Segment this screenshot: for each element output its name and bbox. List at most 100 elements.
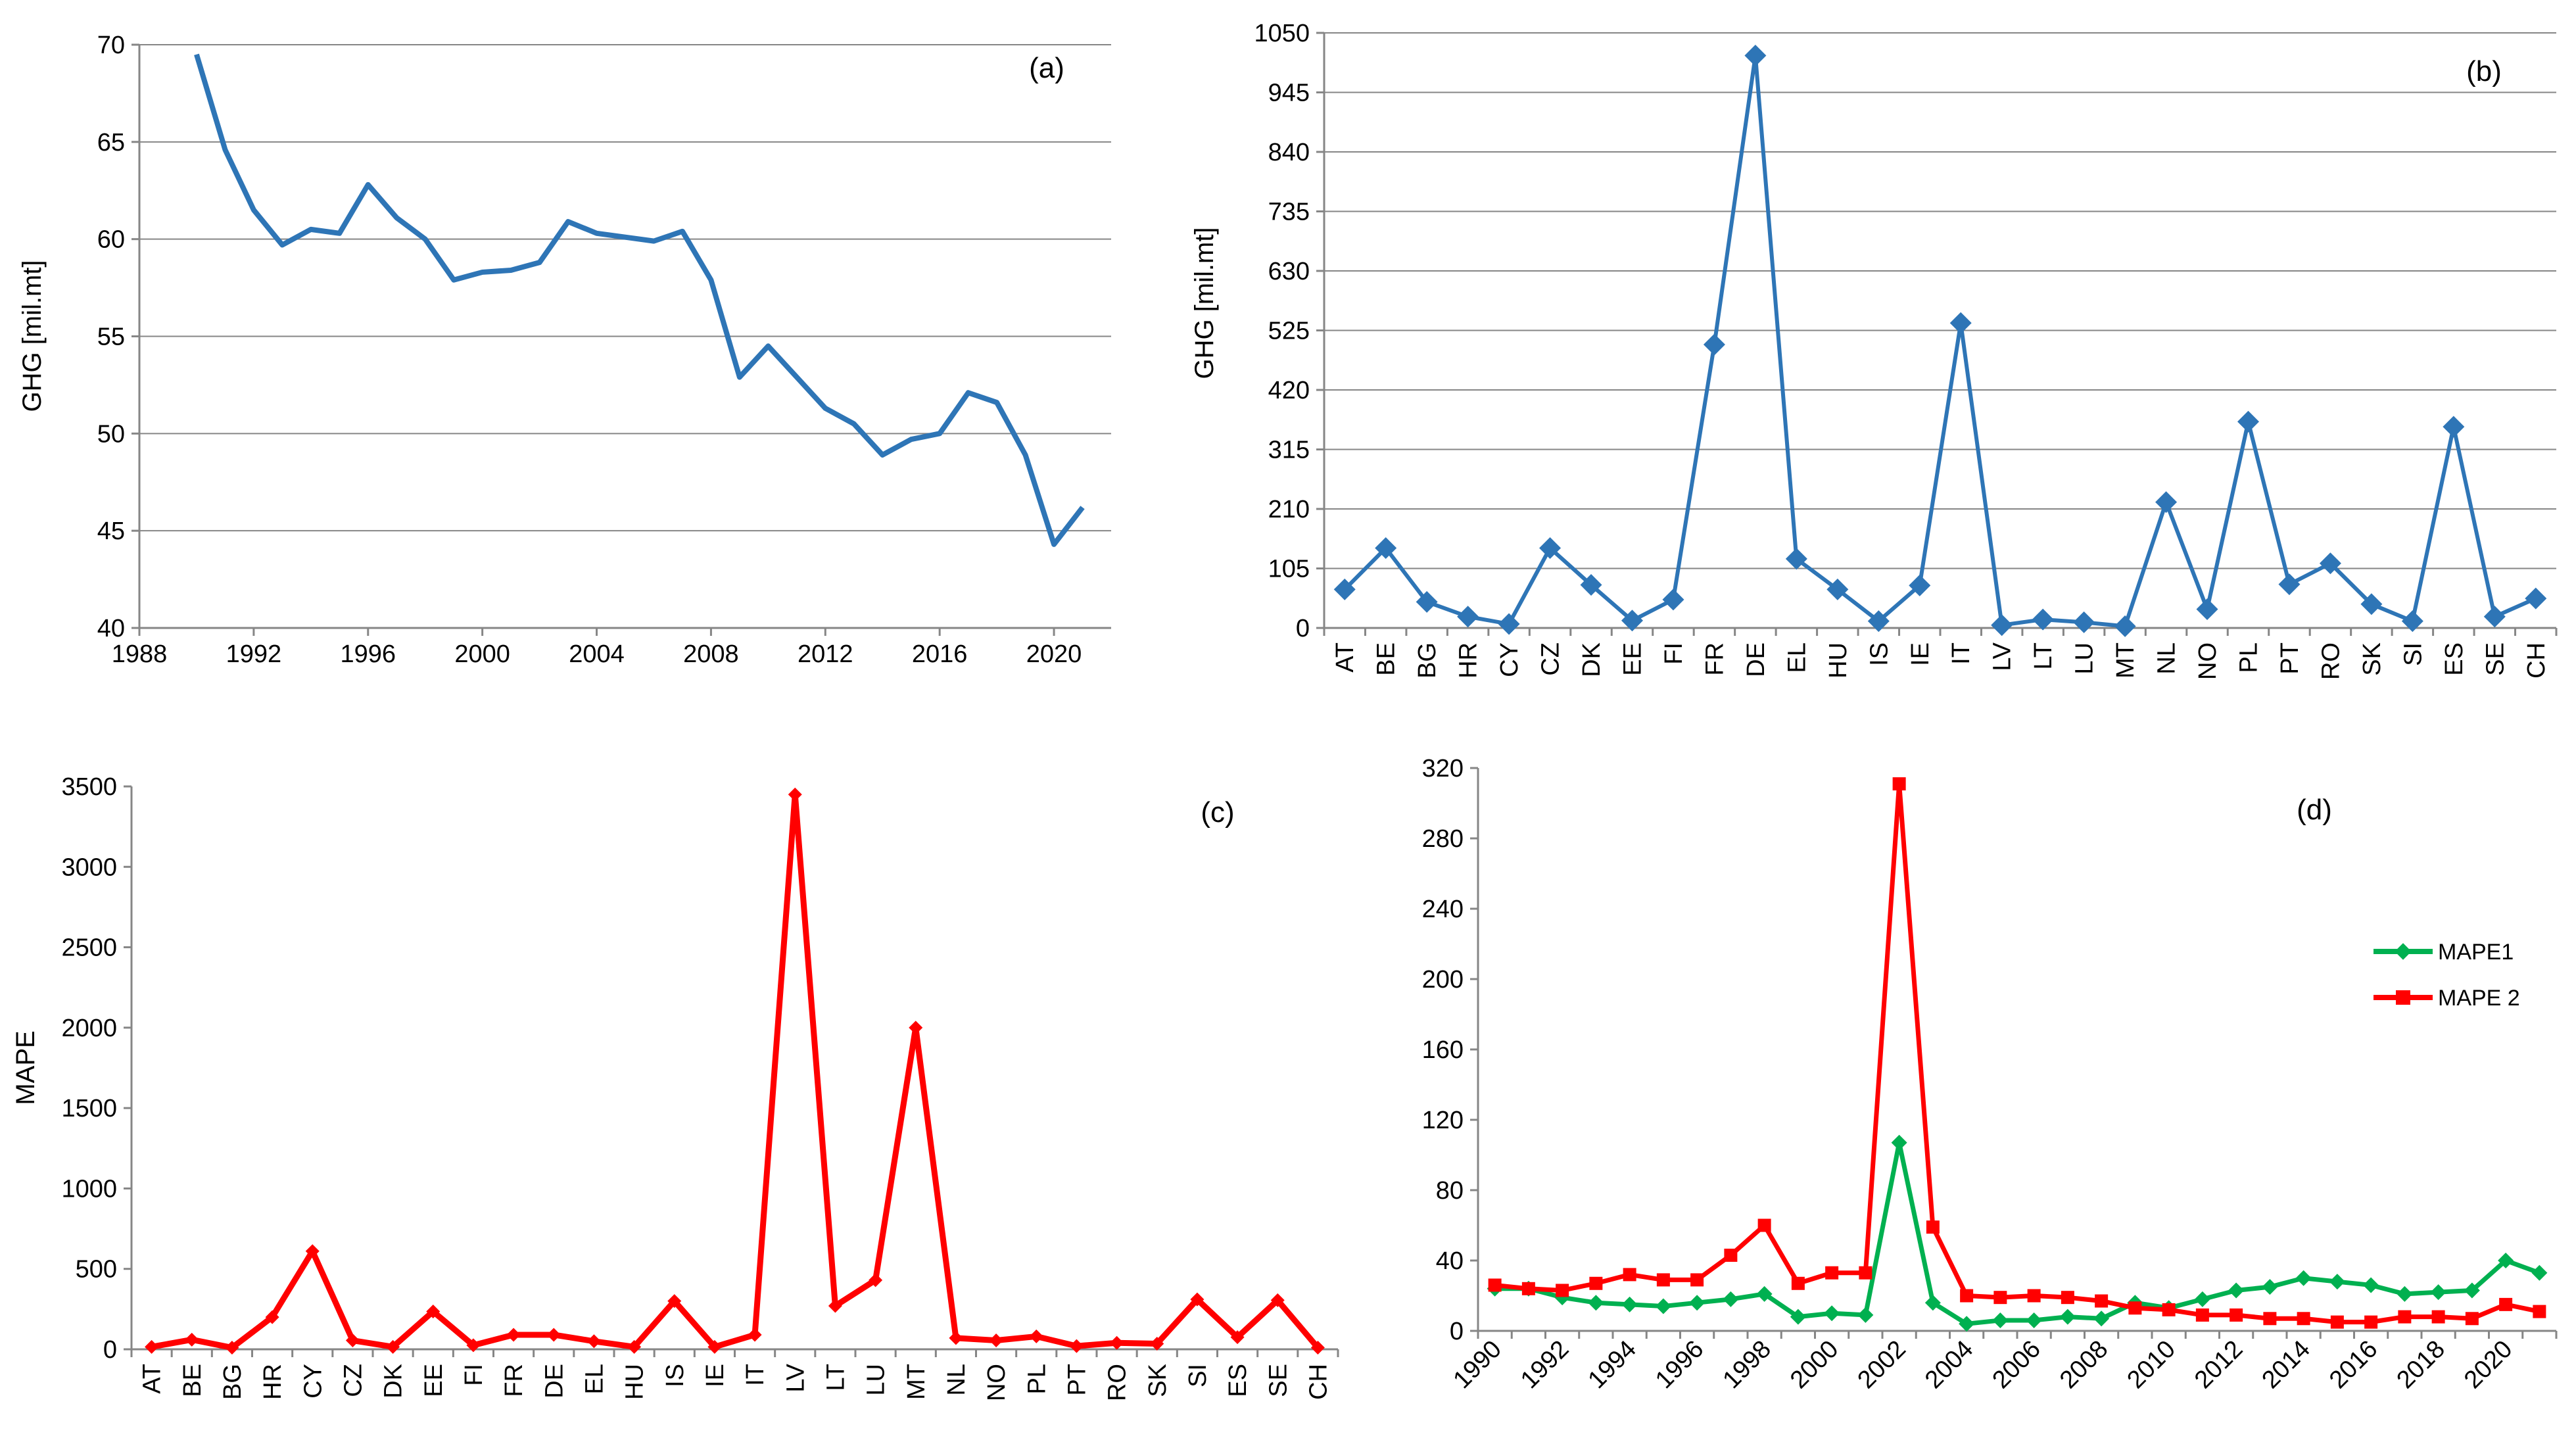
x-tick-label: RO: [2317, 642, 2345, 680]
x-tick-label: LT: [2030, 642, 2057, 670]
legend-label-mape2: MAPE 2: [2438, 986, 2520, 1011]
data-point: [305, 1244, 320, 1259]
data-point: [1069, 1339, 1084, 1353]
data-point-mape2: [2330, 1315, 2344, 1329]
data-point: [145, 1339, 159, 1354]
y-tick-label: 55: [97, 324, 125, 351]
x-tick-label: SI: [1184, 1364, 1212, 1387]
data-point: [466, 1338, 481, 1353]
x-tick-label: FI: [1660, 642, 1688, 665]
y-tick-label: 320: [1422, 755, 1464, 782]
panel-b-series: [1333, 44, 2547, 637]
data-point: [1375, 537, 1397, 559]
x-tick-label: 2008: [683, 640, 739, 668]
data-point: [1703, 333, 1725, 356]
data-point: [1498, 613, 1520, 635]
x-tick-label: LT: [822, 1364, 849, 1391]
x-tick-label: PL: [2235, 642, 2263, 673]
panel-b-line-chart: 0 105 210 315 420 525 630 735 840 945 1050 AT BE BG H…: [1190, 20, 2558, 680]
x-tick-label: SI: [2399, 642, 2427, 666]
y-tick-label: 50: [97, 420, 125, 448]
y-tick-label: 240: [1422, 896, 1464, 923]
data-point-mape1: [2228, 1282, 2245, 1299]
x-tick-label: PT: [2276, 642, 2304, 675]
x-tick-label: BE: [1373, 642, 1400, 676]
x-tick-label: PT: [1063, 1364, 1091, 1396]
y-tick-label: 630: [1268, 258, 1310, 285]
y-tick-label: 105: [1268, 556, 1310, 583]
panel-c-x-ticks: AT BE BG HR CY CZ DK EE FI FR DE EL HU IS IE IT LV LT LU MT…: [130, 1349, 1339, 1401]
x-tick-label: HR: [259, 1364, 287, 1400]
y-tick-label: 500: [76, 1256, 117, 1284]
y-tick-label: 45: [97, 517, 125, 545]
data-point: [1826, 578, 1849, 600]
data-point-mape2: [2499, 1297, 2513, 1311]
panel-b-grid: [1324, 32, 2556, 569]
x-tick-label: 1998: [1718, 1335, 1777, 1394]
data-point-mape2: [2263, 1312, 2277, 1326]
x-tick-label: PL: [1023, 1364, 1051, 1394]
panel-c-y-ticks: 0 500 1000 1500 2000 2500 3000 3500: [61, 773, 131, 1364]
x-tick-label: CY: [1496, 642, 1523, 677]
data-point-mape1: [2059, 1309, 2076, 1325]
data-point: [2401, 610, 2423, 633]
panel-c-line-chart: 0 500 1000 1500 2000 2500 3000 3500 AT BE BG HR CY C…: [11, 773, 1339, 1401]
x-tick-label: AT: [139, 1364, 166, 1394]
data-point-mape2: [1993, 1291, 2007, 1305]
data-point: [2032, 608, 2054, 631]
data-point-mape1: [1756, 1286, 1773, 1302]
x-tick-label: IS: [661, 1364, 689, 1387]
panel-a-y-axis-title: GHG [mil.mt]: [18, 260, 47, 412]
x-tick-label: 1992: [226, 640, 282, 668]
x-tick-label: ES: [2441, 642, 2468, 676]
data-point-mape1: [2093, 1310, 2110, 1327]
x-tick-label: FI: [460, 1364, 488, 1386]
data-point: [1580, 573, 1602, 596]
y-tick-label: 2500: [61, 934, 117, 962]
y-tick-label: 420: [1268, 377, 1310, 404]
data-point: [1949, 312, 1972, 334]
data-point-mape2: [1589, 1276, 1603, 1290]
x-tick-label: 1988: [112, 640, 168, 668]
data-point: [225, 1341, 239, 1355]
x-tick-label: NO: [983, 1364, 1011, 1401]
y-tick-label: 315: [1268, 437, 1310, 464]
x-tick-label: EL: [581, 1364, 608, 1394]
data-point: [788, 787, 802, 802]
data-point-mape2: [2061, 1291, 2074, 1305]
x-tick-label: CH: [2523, 642, 2550, 679]
data-point: [1270, 1293, 1285, 1307]
x-tick-label: IT: [1947, 642, 1975, 665]
data-point-mape2: [1724, 1248, 1738, 1262]
data-point: [345, 1334, 360, 1348]
series-line-mape2: [1494, 781, 2540, 1325]
series-line-ghg: [194, 53, 1085, 547]
panel-b-y-axis-title: GHG [mil.mt]: [1190, 227, 1219, 379]
data-point-mape2: [1757, 1218, 1771, 1232]
data-point-mape2: [2465, 1312, 2479, 1326]
data-point: [2073, 611, 2095, 633]
data-point: [828, 1299, 842, 1313]
y-tick-label: 0: [1450, 1318, 1464, 1345]
y-tick-label: 40: [1436, 1247, 1464, 1275]
data-point: [546, 1328, 561, 1342]
data-point-mape2: [1690, 1273, 1704, 1287]
x-tick-label: 1992: [1515, 1335, 1574, 1394]
data-point: [667, 1294, 682, 1309]
data-point-mape2: [2398, 1310, 2412, 1324]
x-tick-label: 2000: [1785, 1335, 1844, 1394]
x-tick-label: MT: [2112, 642, 2139, 679]
data-point-mape1: [2531, 1264, 2548, 1281]
panel-a-y-ticks: 40 45 50 55 60 65 70: [97, 32, 139, 642]
data-point-mape1: [1588, 1295, 1604, 1311]
data-point: [1190, 1292, 1205, 1307]
x-tick-label: FR: [1701, 642, 1729, 676]
y-tick-label: 735: [1268, 199, 1310, 226]
data-point-mape2: [1892, 777, 1906, 791]
y-tick-label: 0: [1296, 615, 1310, 642]
data-point: [2278, 573, 2301, 596]
x-tick-label: 2014: [2257, 1335, 2316, 1394]
y-tick-label: 0: [103, 1336, 117, 1364]
series-line-mape: [151, 791, 1320, 1351]
